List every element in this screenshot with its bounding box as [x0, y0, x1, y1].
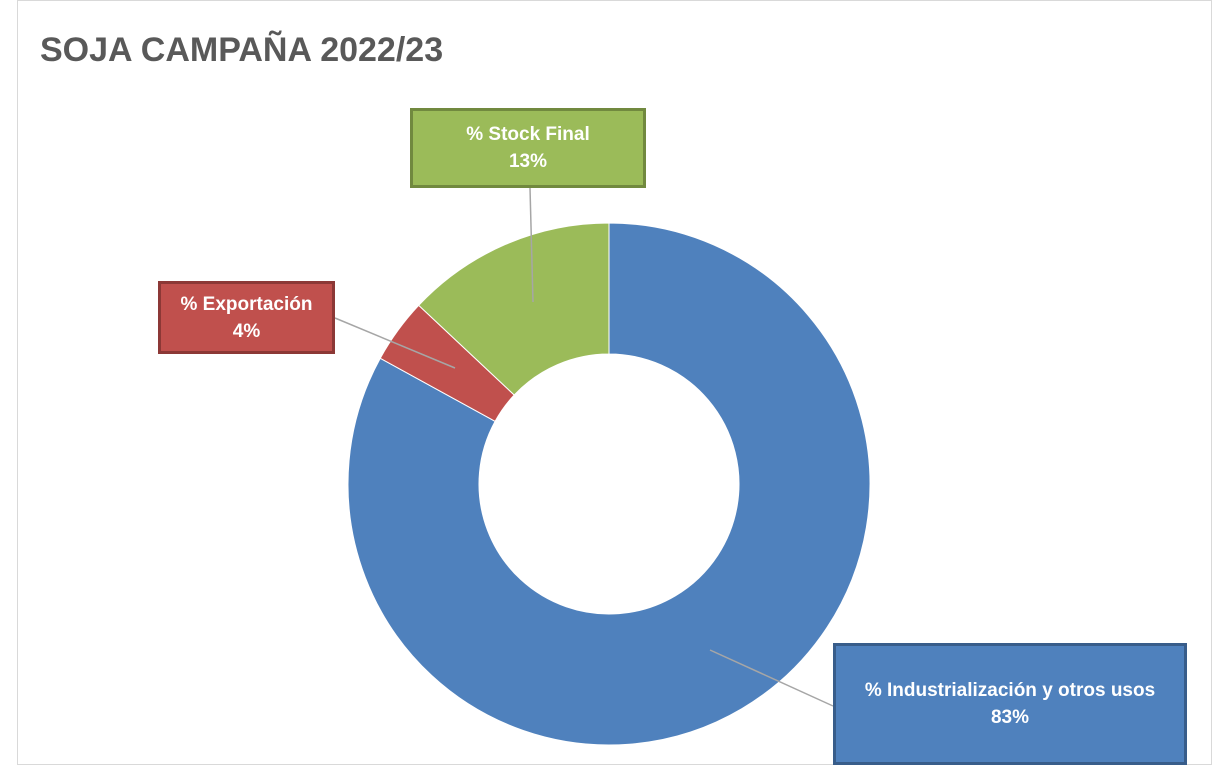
leader-line	[334, 317, 456, 369]
label-value: 83%	[990, 707, 1030, 728]
data-label: % Stock Final 13%	[410, 108, 646, 188]
label-value: 13%	[508, 151, 548, 172]
label-value: 4%	[232, 320, 261, 342]
label-category: % Stock Final	[466, 124, 590, 145]
leader-line	[709, 649, 834, 707]
donut-slice	[347, 222, 871, 746]
label-category: % Exportación	[180, 293, 313, 315]
chart-title: SOJA CAMPAÑA 2022/23	[40, 31, 443, 69]
donut-slice	[418, 222, 610, 396]
data-label: % Industrialización y otros usos 83%	[833, 643, 1187, 765]
label-category: % Industrialización y otros usos	[864, 680, 1156, 701]
data-label: % Exportación 4%	[158, 281, 335, 354]
leader-line	[529, 187, 534, 303]
